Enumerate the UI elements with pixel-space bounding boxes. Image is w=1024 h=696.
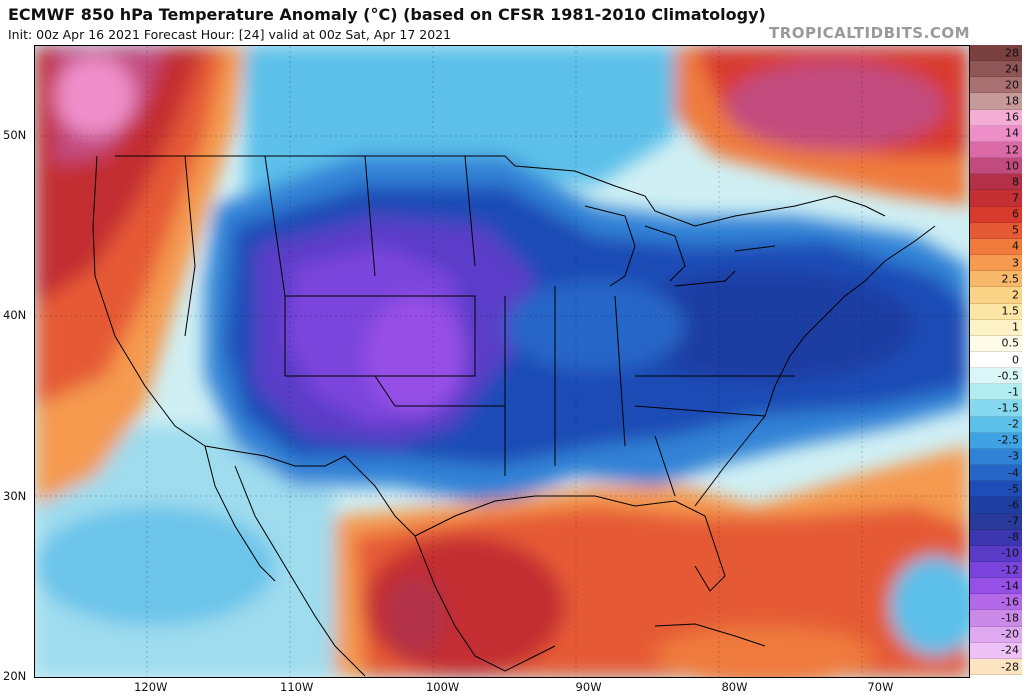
colorbar-swatch: 3 [970, 255, 1022, 272]
colorbar-label: -14 [1001, 579, 1019, 593]
colorbar-swatch: -7 [970, 513, 1022, 530]
colorbar-swatch: -5 [970, 481, 1022, 498]
colorbar-label: 0.5 [1001, 336, 1020, 350]
lon-label: 70W [867, 680, 894, 694]
colorbar-swatch: 8 [970, 174, 1022, 191]
lat-label: 30N [3, 488, 27, 503]
colorbar-label: -10 [1001, 546, 1019, 560]
colorbar-label: 4 [1012, 239, 1019, 253]
colorbar-swatch: 2.5 [970, 271, 1022, 288]
brand-watermark: TROPICALTIDBITS.COM [769, 24, 970, 42]
colorbar-label: -7 [1008, 514, 1019, 528]
colorbar-swatch: 0 [970, 351, 1022, 369]
colorbar-label: 12 [1005, 143, 1019, 157]
colorbar-label: 24 [1005, 62, 1019, 76]
colorbar-swatch: -12 [970, 562, 1022, 579]
colorbar-label: 14 [1005, 126, 1019, 140]
colorbar-label: -0.5 [997, 369, 1019, 383]
colorbar-label: 28 [1005, 46, 1019, 60]
colorbar-label: 2.5 [1001, 272, 1020, 286]
colorbar-swatch: 18 [970, 93, 1022, 110]
anomaly-map-svg [35, 46, 969, 677]
colorbar-swatch: 10 [970, 158, 1022, 175]
colorbar: 28 24 20 18 16 14 12 10 8 7 6 5 4 3 2.5 2 1.5 1 0.5 0 -0.5 -1… [970, 45, 1022, 676]
colorbar-label: 7 [1012, 191, 1019, 205]
colorbar-swatch: 6 [970, 206, 1022, 223]
lat-label: 20N [3, 669, 27, 683]
colorbar-label: -28 [1001, 660, 1019, 674]
colorbar-label: 6 [1012, 207, 1019, 221]
colorbar-label: -20 [1001, 627, 1019, 641]
colorbar-swatch: -18 [970, 610, 1022, 627]
colorbar-label: -1 [1008, 385, 1019, 399]
colorbar-label: -8 [1008, 530, 1019, 544]
colorbar-label: -12 [1001, 563, 1019, 577]
colorbar-label: -1.5 [997, 401, 1019, 415]
lon-label: 100W [425, 680, 460, 694]
colorbar-swatch: 14 [970, 125, 1022, 142]
colorbar-swatch: -3 [970, 448, 1022, 466]
colorbar-label: -6 [1008, 498, 1019, 512]
chart-subtitle: Init: 00z Apr 16 2021 Forecast Hour: [24… [8, 27, 452, 42]
colorbar-swatch: 5 [970, 222, 1022, 239]
colorbar-label: -2.5 [997, 433, 1019, 447]
colorbar-swatch: -6 [970, 497, 1022, 514]
colorbar-label: 1.5 [1001, 304, 1020, 318]
graticule [35, 46, 969, 677]
colorbar-label: -18 [1001, 611, 1019, 625]
colorbar-swatch: 7 [970, 190, 1022, 207]
colorbar-swatch: -24 [970, 642, 1022, 659]
colorbar-swatch: -10 [970, 545, 1022, 562]
colorbar-swatch: 12 [970, 141, 1022, 159]
colorbar-label: 5 [1012, 223, 1019, 237]
colorbar-label: -16 [1001, 595, 1019, 609]
lon-label: 110W [280, 680, 314, 694]
lon-label: 80W [721, 680, 748, 694]
colorbar-swatch: -0.5 [970, 368, 1022, 385]
lon-label: 120W [134, 680, 168, 694]
colorbar-swatch: -1 [970, 384, 1022, 401]
colorbar-label: 10 [1005, 159, 1019, 173]
colorbar-label: 16 [1005, 110, 1019, 124]
colorbar-swatch: -28 [970, 658, 1022, 676]
colorbar-swatch: 24 [970, 61, 1022, 78]
colorbar-swatch: -2 [970, 416, 1022, 433]
lon-label: 90W [575, 680, 602, 694]
colorbar-swatch: 1 [970, 319, 1022, 336]
anomaly-field [35, 46, 969, 677]
colorbar-swatch: 20 [970, 77, 1022, 94]
colorbar-label: 0 [1012, 353, 1019, 367]
colorbar-swatch: 4 [970, 238, 1022, 256]
colorbar-swatch: -2.5 [970, 432, 1022, 449]
colorbar-label: 18 [1005, 94, 1019, 108]
colorbar-swatch: -4 [970, 465, 1022, 482]
colorbar-label: 2 [1012, 288, 1019, 302]
colorbar-label: -4 [1008, 466, 1019, 480]
lat-label: 40N [3, 308, 27, 323]
colorbar-label: 3 [1012, 256, 1019, 270]
colorbar-swatch: 2 [970, 287, 1022, 304]
colorbar-swatch: -14 [970, 578, 1022, 595]
colorbar-swatch: -20 [970, 626, 1022, 643]
boundaries [92, 155, 936, 677]
colorbar-label: -24 [1001, 643, 1019, 657]
colorbar-swatch: -16 [970, 594, 1022, 611]
anomaly-map [34, 45, 970, 678]
colorbar-swatch: -1.5 [970, 400, 1022, 417]
colorbar-label: -3 [1008, 449, 1019, 463]
colorbar-label: -2 [1008, 417, 1019, 431]
colorbar-swatch: 1.5 [970, 303, 1022, 320]
colorbar-swatch: 28 [970, 45, 1022, 62]
colorbar-swatch: 16 [970, 109, 1022, 126]
chart-title: ECMWF 850 hPa Temperature Anomaly (°C) (… [8, 5, 766, 24]
colorbar-label: 8 [1012, 175, 1019, 189]
colorbar-swatch: 0.5 [970, 335, 1022, 352]
colorbar-label: 20 [1005, 78, 1019, 92]
colorbar-label: -5 [1008, 482, 1019, 496]
colorbar-swatch: -8 [970, 529, 1022, 546]
colorbar-label: 1 [1012, 320, 1019, 334]
lat-label: 50N [3, 128, 27, 143]
